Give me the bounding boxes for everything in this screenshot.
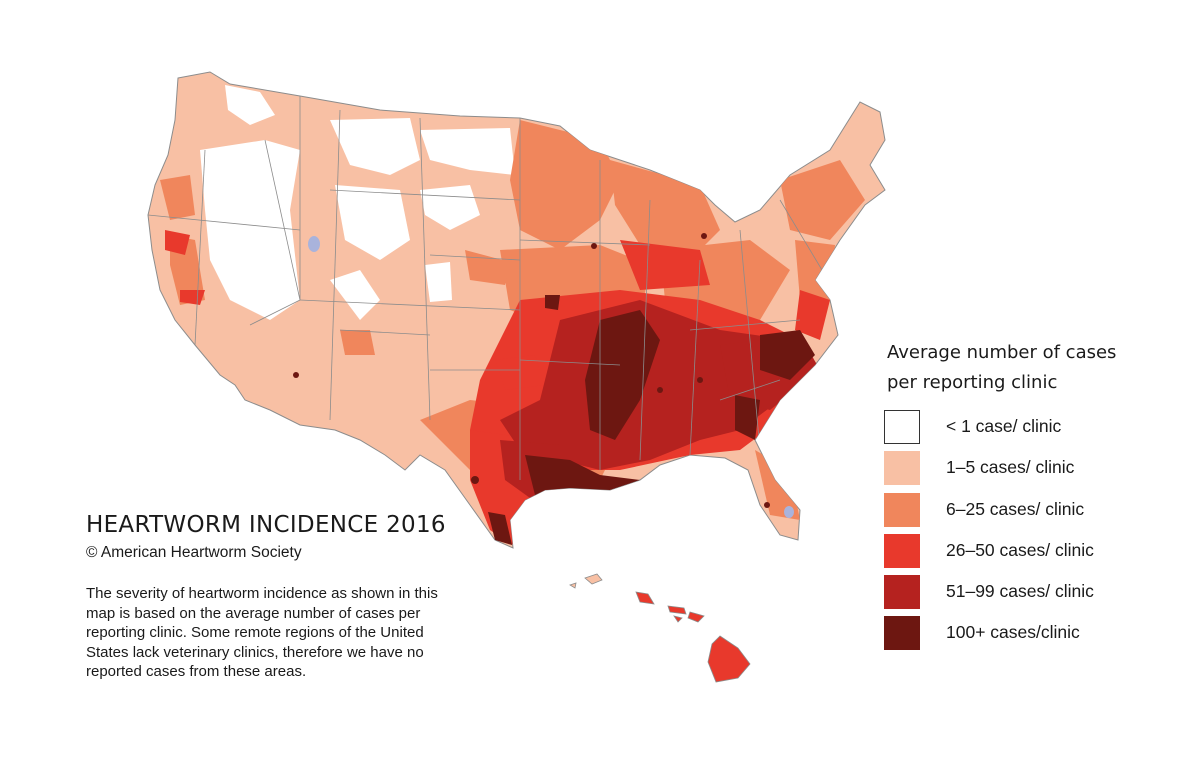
legend-item-none: < 1 case/ clinic [884,410,1184,444]
legend-title-line: Average number of cases [887,342,1117,363]
legend-label: 100+ cases/clinic [946,622,1080,643]
legend-item-high: 26–50 cases/ clinic [884,533,1184,568]
legend-label: 51–99 cases/ clinic [946,581,1094,602]
map-title: HEARTWORM INCIDENCE 2016 [86,512,446,538]
legend-label: 26–50 cases/ clinic [946,539,1094,560]
hotspot-dots [293,233,823,508]
legend-label: 1–5 cases/ clinic [946,457,1075,478]
zone-no-data [308,236,794,518]
legend-swatch [884,575,920,610]
zone-extreme [488,295,815,545]
contiguous-us [147,71,886,549]
state-borders [148,96,841,480]
description-line: reported cases from these areas. [86,663,307,680]
description-line: map is based on the average number of ca… [86,604,421,622]
legend: Average number of cases per reporting cl… [884,338,1184,658]
legend-swatch [884,533,920,568]
description: The severity of heartworm incidence as s… [86,584,486,682]
legend-item-very-high: 51–99 cases/ clinic [884,575,1184,610]
description-line: The severity of heartworm incidence as s… [86,585,438,602]
legend-item-low: 1–5 cases/ clinic [884,451,1184,486]
legend-label: 6–25 cases/ clinic [946,498,1085,519]
legend-item-extreme: 100+ cases/clinic [884,616,1184,651]
legend-swatch [884,492,920,527]
legend-label: < 1 case/ clinic [946,416,1062,436]
legend-swatch [884,410,920,444]
copyright-text: © American Heartworm Society [86,544,302,561]
legend-swatch [884,451,920,486]
zone-none [200,85,515,320]
description-line: States lack veterinary clinics, therefor… [86,643,424,661]
legend-item-moderate: 6–25 cases/ clinic [884,492,1184,527]
legend-title-line: per reporting clinic [887,372,1058,393]
legend-swatch [884,616,920,651]
hawaii [569,573,751,683]
legend-title: Average number of cases per reporting cl… [887,338,1184,398]
description-line: reporting clinic. Some remote regions of… [86,624,424,641]
